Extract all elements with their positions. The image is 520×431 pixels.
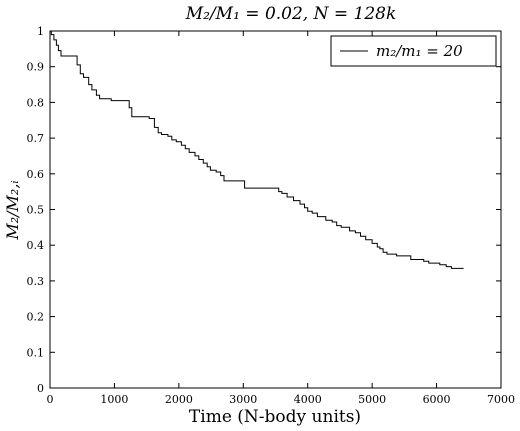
x-tick-label: 0 [47,393,54,406]
y-tick-labels: 0 0.1 0.2 0.3 0.4 0.5 0.6 0.7 0.8 0.9 1 [27,25,45,395]
axis-ticks [49,30,502,389]
y-tick-label: 0.9 [27,61,45,74]
y-tick-label: 0.2 [27,311,45,324]
y-tick-label: 0 [37,382,44,395]
x-tick-label: 6000 [423,393,451,406]
y-tick-label: 0.6 [27,168,45,181]
y-axis-label: M₂/M₂,ᵢ [3,180,22,240]
y-tick-label: 0.8 [27,96,45,109]
x-tick-label: 5000 [358,393,386,406]
y-tick-label: 0.4 [27,239,45,252]
plot-frame [49,30,502,389]
y-tick-label: 0.7 [27,132,45,145]
legend: m₂/m₁ = 20 [330,35,497,67]
y-tick-label: 0.3 [27,275,45,288]
legend-label: m₂/m₁ = 20 [376,42,463,60]
x-tick-label: 1000 [100,393,128,406]
y-tick-label: 0.1 [27,346,45,359]
x-tick-label: 4000 [294,393,322,406]
chart-title: M₂/M₁ = 0.02, N = 128k [185,4,397,24]
y-tick-label: 0.5 [27,204,45,217]
y-tick-label: 1 [37,25,44,38]
x-axis-label: Time (N-body units) [189,407,361,427]
series-line-m2-m1-20 [50,30,464,269]
x-tick-label: 7000 [487,393,515,406]
x-tick-labels: 0 1000 2000 3000 4000 5000 6000 7000 [47,393,516,406]
x-tick-label: 3000 [229,393,257,406]
x-tick-label: 2000 [165,393,193,406]
